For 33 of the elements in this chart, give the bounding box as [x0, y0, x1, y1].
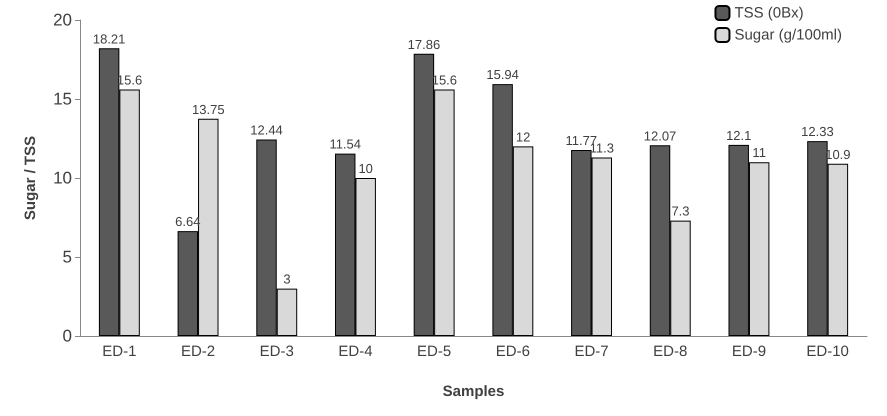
- y-tick-label: 20: [53, 10, 72, 30]
- x-tick-label: ED-5: [417, 343, 452, 360]
- x-tick-label: ED-6: [496, 343, 530, 360]
- x-tick-label: ED-10: [806, 343, 849, 360]
- x-tick-label: ED-2: [180, 343, 216, 360]
- data-label: 3: [283, 272, 291, 287]
- data-label: 17.86: [408, 36, 440, 52]
- y-axis-title: Sugar / TSS: [22, 136, 39, 220]
- y-tick-label: 0: [62, 326, 72, 346]
- data-label: 12.07: [644, 128, 676, 144]
- data-label: 11: [752, 145, 766, 160]
- y-tick-label: 10: [53, 168, 72, 188]
- x-tick-label: ED-3: [260, 343, 294, 360]
- x-tick-label: ED-7: [574, 343, 609, 360]
- data-label: 11.54: [329, 136, 362, 152]
- y-tick-label: 5: [62, 248, 72, 266]
- legend-label: Sugar (g/100ml): [734, 26, 842, 44]
- data-label: 12.1: [726, 128, 752, 143]
- x-tick-label: ED-8: [653, 343, 688, 360]
- data-label: 10: [358, 161, 373, 176]
- data-label: 18.21: [92, 31, 126, 46]
- data-label: 12.33: [801, 124, 834, 140]
- data-label: 13.75: [192, 102, 225, 117]
- data-label: 7.3: [671, 204, 690, 219]
- x-axis-title: Samples: [442, 383, 504, 400]
- legend-label: TSS (0Bx): [734, 4, 804, 22]
- x-tick-label: ED-4: [338, 343, 373, 360]
- x-tick-label: ED-1: [102, 343, 136, 360]
- data-label: 12: [516, 129, 530, 144]
- y-tick-label: 15: [53, 90, 72, 108]
- data-label: 12.44: [250, 122, 283, 138]
- x-tick-label: ED-9: [732, 343, 766, 360]
- data-label: 15.94: [486, 67, 519, 82]
